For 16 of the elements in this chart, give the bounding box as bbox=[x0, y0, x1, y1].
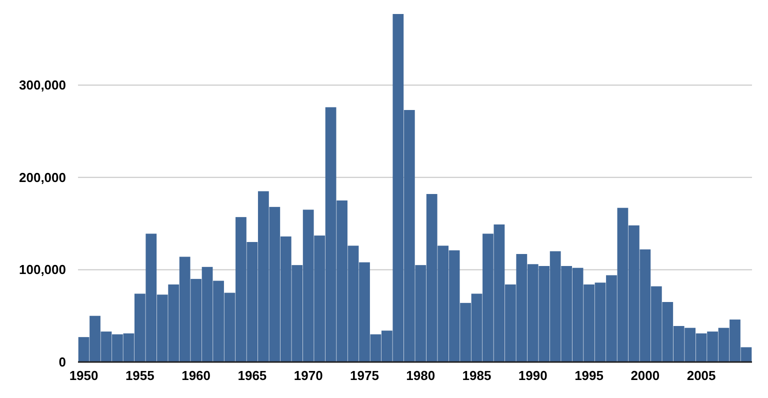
x-tick-label: 1965 bbox=[238, 368, 267, 383]
x-tick-label: 1960 bbox=[182, 368, 211, 383]
x-tick-label: 1955 bbox=[125, 368, 154, 383]
x-tick-label: 1995 bbox=[574, 368, 604, 383]
y-tick-label: 0 bbox=[58, 354, 66, 370]
y-tick-label: 200,000 bbox=[19, 170, 66, 185]
x-tick-label: 1980 bbox=[406, 368, 436, 383]
y-tick-label: 100,000 bbox=[19, 262, 66, 278]
x-tick-label: 1990 bbox=[518, 368, 548, 383]
x-tick-label: 2000 bbox=[630, 368, 660, 383]
x-tick-label: 1950 bbox=[69, 368, 98, 383]
x-tick-label: 2005 bbox=[686, 368, 716, 383]
x-tick-label: 1970 bbox=[294, 368, 323, 383]
x-tick-label: 1975 bbox=[350, 368, 379, 383]
y-tick-label: 300,000 bbox=[19, 78, 66, 93]
x-tick-label: 1985 bbox=[462, 368, 492, 383]
